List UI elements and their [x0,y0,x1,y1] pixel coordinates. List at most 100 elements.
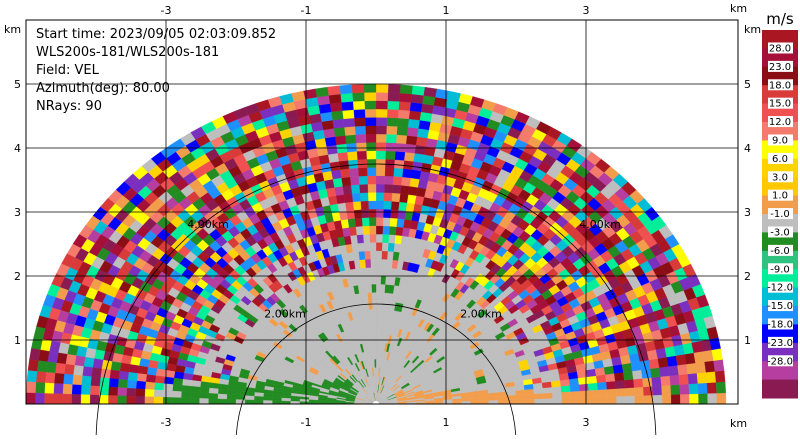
scan-gate [402,169,412,178]
scan-gate [387,118,398,127]
scan-gate [218,384,228,390]
scan-gate [66,354,77,365]
scan-gate [578,377,588,385]
scan-gate [405,144,416,153]
scan-gate [697,372,707,383]
scan-gate [525,394,534,399]
x-tick-label-top: 1 [443,4,450,17]
scan-gate [362,226,369,235]
scan-gate [364,84,376,93]
scan-gate [72,375,82,385]
scan-gate [254,396,263,400]
scan-gate [417,128,429,138]
scan-gate [263,400,272,404]
scan-gate [403,160,413,169]
scan-gate [81,395,90,404]
scan-gate [218,394,227,399]
scan-gate [139,358,150,367]
scan-gate [386,134,397,143]
scan-gate [72,385,82,395]
scan-gate [172,384,182,391]
scan-gate [138,366,148,375]
scan-gate [391,201,399,210]
scan-gate [364,101,376,110]
scan-gate [130,357,141,366]
scan-gate [598,389,608,397]
scan-gate [163,390,172,397]
colorbar-label: -1.0 [770,209,790,220]
scan-gate [698,393,707,404]
scan-gate [45,372,55,383]
scan-gate [300,399,309,402]
scan-gate [716,382,726,393]
scan-gate [55,363,65,374]
scan-gate [382,234,389,243]
scan-gate [394,243,401,252]
scan-gate [398,202,407,211]
scan-gate [369,226,376,234]
range-ring-label: 4.00km [579,218,621,231]
scan-gate [376,251,382,259]
scan-gate [163,397,172,404]
scan-gate [346,210,354,219]
scan-gate [75,356,86,367]
scan-gate [109,378,119,387]
scan-gate [254,400,263,404]
scan-gate [399,101,411,110]
scan-gate [376,301,380,309]
colorbar: 28.023.018.015.012.09.06.03.01.0-1.0-3.0… [762,30,798,399]
y-tick-label-left: 2 [14,270,21,283]
y-tick-label-left: 4 [14,142,21,155]
scan-gate [661,376,671,386]
scan-gate [543,387,553,393]
scan-gate [616,396,625,404]
scan-gate [236,391,245,396]
scan-gate [349,168,359,177]
scan-gate [679,374,689,385]
colorbar-label: 6.0 [772,154,788,165]
scan-gate [383,218,390,227]
scan-gate [372,309,376,317]
scan-gate [82,366,92,376]
scan-gate [418,120,430,130]
scan-gate [46,362,56,373]
scan-gate [371,276,376,284]
scan-gate [354,210,362,219]
scan-gate [631,361,641,371]
scan-gate [658,357,669,367]
scan-gate [561,385,571,392]
scan-gate [407,127,418,136]
scan-gate [708,393,717,404]
scan-gate [401,177,411,186]
scan-gate [381,267,387,276]
scan-gate [384,293,389,302]
scan-gate [325,137,336,147]
colorbar-label: 12.0 [769,117,791,128]
scan-gate [341,101,353,110]
scan-gate [339,85,352,94]
scan-gate [385,276,391,285]
scan-gate [688,373,698,384]
scan-gate [376,284,381,292]
scan-gate [625,387,635,396]
scan-gate [145,397,154,404]
axis-unit-label: km [4,23,21,36]
scan-gate [90,386,100,395]
y-tick-label-left: 3 [14,206,21,219]
scan-gate [121,355,132,365]
scan-gate [331,111,343,121]
scan-gate [380,301,384,310]
scan-gate [373,326,376,334]
scan-gate [245,391,254,396]
scan-gate [400,85,413,94]
scan-gate [615,380,625,389]
scan-gate [341,177,351,186]
scan-gate [387,109,399,118]
scan-gate [562,398,571,404]
scan-gate [354,118,365,127]
scan-gate [376,84,388,93]
scan-gate [390,218,398,227]
y-tick-label-left: 5 [14,78,21,91]
scan-gate [597,382,607,390]
scan-gate [633,378,643,387]
